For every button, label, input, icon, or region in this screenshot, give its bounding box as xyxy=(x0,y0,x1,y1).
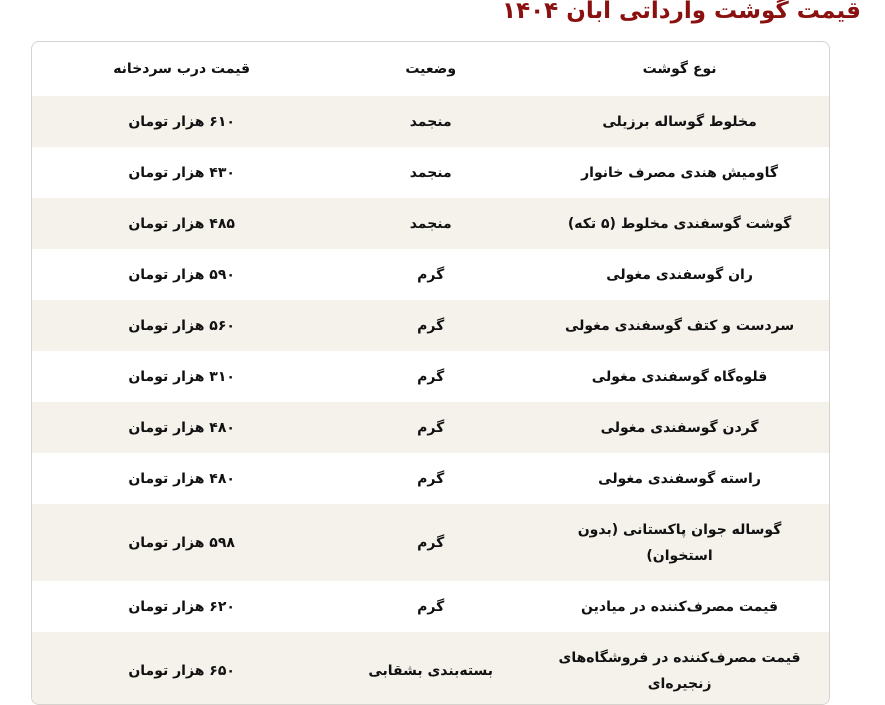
cell-meat-type: مخلوط گوساله برزیلی xyxy=(530,96,829,147)
cell-meat-type: راسته گوسفندی مغولی xyxy=(598,470,761,487)
cell-price: ۵۹۰ هزار تومان xyxy=(128,266,235,283)
cell-price: ۶۲۰ هزار تومان xyxy=(128,598,235,615)
cell-status: منجمد xyxy=(331,96,531,147)
cell-price: ۶۱۰ هزار تومان xyxy=(32,96,332,147)
cell-price: ۴۸۰ هزار تومان xyxy=(128,470,235,487)
price-table: نوع گوشت وضعیت قیمت درب سردخانه مخلوط گو… xyxy=(32,42,829,704)
cell-price: ۵۶۰ هزار تومان xyxy=(32,300,332,351)
cell-price: ۵۹۸ هزار تومان xyxy=(32,504,332,581)
table-row: قیمت مصرف‌کننده در فروشگاه‌های زنجیره‌ای… xyxy=(32,632,829,704)
cell-status: بسته‌بندی بشقابی xyxy=(331,632,531,704)
cell-price: ۴۸۵ هزار تومان xyxy=(32,198,332,249)
cell-status: گرم xyxy=(331,504,531,581)
table-row: راسته گوسفندی مغولی گرم ۴۸۰ هزار تومان xyxy=(32,453,829,504)
cell-price: ۴۳۰ هزار تومان xyxy=(128,164,235,181)
table-header-row: نوع گوشت وضعیت قیمت درب سردخانه xyxy=(32,42,829,96)
table-row: گوساله جوان پاکستانی (بدون استخوان) گرم ۵۹… xyxy=(32,504,829,581)
cell-status: گرم xyxy=(331,402,531,453)
price-table-container: نوع گوشت وضعیت قیمت درب سردخانه مخلوط گو… xyxy=(31,41,830,705)
table-row: گوشت گوسفندی مخلوط (۵ تکه) منجمد ۴۸۵ هزار … xyxy=(32,198,829,249)
cell-status: گرم xyxy=(417,266,445,283)
cell-meat-type: قلوه‌گاه گوسفندی مغولی xyxy=(591,368,768,385)
table-row: گاومیش هندی مصرف خانوار منجمد ۴۳۰ هزار توم… xyxy=(32,147,829,198)
header-meat-type: نوع گوشت xyxy=(642,61,717,77)
cell-status: گرم xyxy=(417,470,445,487)
cell-meat-type: قیمت مصرف‌کننده در میادین xyxy=(581,598,779,615)
cell-meat-type: سردست و کتف گوسفندی مغولی xyxy=(530,300,829,351)
cell-status: منجمد xyxy=(409,164,452,181)
cell-price: ۳۱۰ هزار تومان xyxy=(128,368,235,385)
table-row: قیمت مصرف‌کننده در میادین گرم ۶۲۰ هزار توم… xyxy=(32,581,829,632)
cell-status: گرم xyxy=(331,300,531,351)
cell-status: منجمد xyxy=(331,198,531,249)
table-row: ران گوسفندی مغولی گرم ۵۹۰ هزار تومان xyxy=(32,249,829,300)
cell-meat-type: گردن گوسفندی مغولی xyxy=(530,402,829,453)
cell-meat-type: ران گوسفندی مغولی xyxy=(606,266,753,283)
cell-status: گرم xyxy=(417,598,445,615)
header-status: وضعیت xyxy=(405,61,457,77)
table-row: گردن گوسفندی مغولی گرم ۴۸۰ هزار تومان xyxy=(32,402,829,453)
cell-meat-type: گوشت گوسفندی مخلوط (۵ تکه) xyxy=(530,198,829,249)
table-row: سردست و کتف گوسفندی مغولی گرم ۵۶۰ هزار توم… xyxy=(32,300,829,351)
cell-meat-type: گاومیش هندی مصرف خانوار xyxy=(581,164,779,181)
cell-status: گرم xyxy=(417,368,445,385)
cell-price: ۶۵۰ هزار تومان xyxy=(32,632,332,704)
table-row: مخلوط گوساله برزیلی منجمد ۶۱۰ هزار تومان xyxy=(32,96,829,147)
cell-meat-type: قیمت مصرف‌کننده در فروشگاه‌های زنجیره‌ای xyxy=(530,632,829,704)
header-price: قیمت درب سردخانه xyxy=(113,61,251,77)
cell-price: ۴۸۰ هزار تومان xyxy=(32,402,332,453)
table-row: قلوه‌گاه گوسفندی مغولی گرم ۳۱۰ هزار تومان xyxy=(32,351,829,402)
cell-meat-type: گوساله جوان پاکستانی (بدون استخوان) xyxy=(530,504,829,581)
page-title: قیمت گوشت وارداتی آبان ۱۴۰۴ xyxy=(502,0,861,24)
